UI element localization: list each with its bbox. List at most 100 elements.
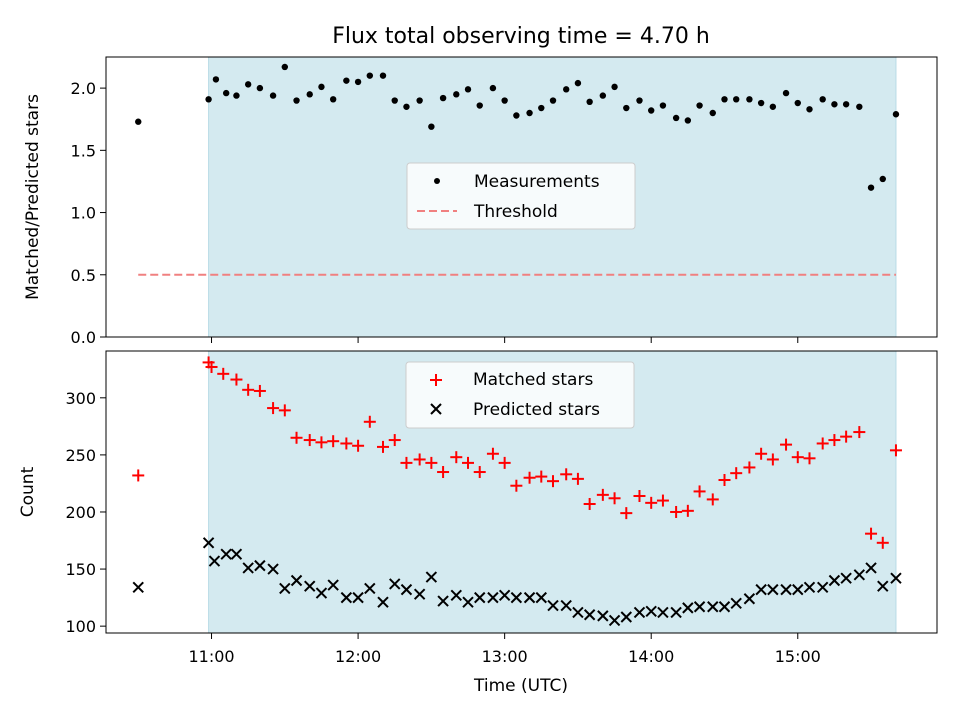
matched-star-point <box>413 453 426 466</box>
measurement-point <box>501 97 508 104</box>
matched-star-point <box>743 461 756 474</box>
legend-predicted-label: Predicted stars <box>473 400 600 420</box>
measurement-point <box>538 104 545 112</box>
count-legend-box <box>405 361 635 429</box>
predicted-star-point <box>890 572 902 584</box>
measurement-point <box>842 101 850 108</box>
y-tick-label: 2.0 <box>71 79 96 98</box>
predicted-star-point <box>425 571 438 583</box>
measurement-point <box>222 89 230 97</box>
matched-star-point <box>853 426 866 439</box>
predicted-star-point <box>865 562 877 574</box>
predicted-star-point <box>523 591 536 604</box>
matched-star-point <box>755 447 768 460</box>
matched-star-point <box>596 488 609 501</box>
predicted-star-point <box>780 583 792 596</box>
measurement-point <box>709 109 716 117</box>
measurement-point <box>636 97 643 104</box>
measurement-point <box>586 98 593 106</box>
predicted-star-point <box>510 591 523 604</box>
y-tick-label: 1.0 <box>71 204 96 223</box>
legend-measurements-label: Measurements <box>474 172 600 192</box>
measurement-point <box>696 102 703 109</box>
matched-star-point <box>608 492 621 505</box>
matched-star-point <box>620 507 633 520</box>
predicted-star-point <box>620 611 632 623</box>
matched-star-point <box>706 493 719 506</box>
predicted-star-point <box>682 602 694 614</box>
legend-predicted-marker <box>430 403 442 415</box>
predicted-star-point <box>633 606 646 619</box>
predicted-star-point <box>279 582 291 595</box>
measurement-point <box>672 114 680 122</box>
ratio-x-ticks <box>211 337 799 343</box>
measurement-point <box>354 78 362 86</box>
matched-star-point <box>693 485 706 498</box>
predicted-star-point <box>572 606 584 619</box>
measurement-point <box>281 63 289 71</box>
measurement-point <box>757 99 765 107</box>
predicted-star-point <box>840 572 852 584</box>
matched-star-point <box>840 430 853 443</box>
measurement-point <box>212 76 220 83</box>
measurement-point <box>439 94 447 102</box>
matched-star-point <box>560 468 573 481</box>
measurement-point <box>563 86 570 93</box>
measurement-point <box>428 123 435 130</box>
matched-star-point <box>352 439 365 452</box>
ratio-legend: Measurements Threshold <box>406 162 636 230</box>
measurement-point <box>794 99 801 107</box>
predicted-star-point <box>597 610 609 622</box>
measurement-point <box>513 112 520 119</box>
matched-star-point <box>730 467 743 480</box>
measurement-point <box>819 96 826 103</box>
predicted-star-point <box>693 601 706 613</box>
predicted-star-point <box>657 606 669 619</box>
predicted-star-point <box>816 581 829 594</box>
predicted-star-point <box>462 596 474 608</box>
measurement-point <box>806 106 813 113</box>
y-tick-label: 100 <box>65 617 96 636</box>
matched-star-point <box>388 434 401 447</box>
measurement-point <box>867 184 875 191</box>
measurement-point <box>391 97 398 104</box>
matched-star-point <box>865 527 878 540</box>
measurement-point <box>733 96 740 103</box>
matched-star-point <box>633 489 646 502</box>
predicted-star-point <box>413 588 426 600</box>
predicted-star-point <box>474 591 486 604</box>
predicted-star-point <box>242 562 254 574</box>
predicted-star-point <box>327 579 339 591</box>
matched-star-point <box>230 373 243 386</box>
measurement-point <box>879 175 886 183</box>
measurement-point <box>135 118 142 125</box>
measurement-point <box>599 92 607 99</box>
matched-star-point <box>791 451 804 464</box>
measurement-point <box>574 79 582 87</box>
predicted-star-point <box>707 601 719 613</box>
predicted-star-point <box>535 591 547 604</box>
matched-star-point <box>645 496 658 509</box>
y-tick-label: 300 <box>65 389 96 408</box>
count-panel: 100 150 200 250 300 11:00 12:00 13:00 14:00 15:0… <box>18 350 938 696</box>
predicted-star-point <box>352 591 364 604</box>
predicted-star-point <box>254 559 266 572</box>
ratio-panel: 0.00.51.01.52.0 Matched/Predicted stars … <box>23 56 938 347</box>
matched-star-point <box>889 444 902 457</box>
matched-star-point <box>816 437 829 450</box>
predicted-star-point <box>389 578 401 590</box>
count-axes-frame <box>105 350 938 634</box>
measurement-point <box>769 103 777 110</box>
matched-star-point <box>656 494 669 507</box>
predicted-star-point <box>315 587 328 599</box>
measurement-point <box>476 102 483 109</box>
predicted-star-point <box>718 601 731 613</box>
legend-matched-label: Matched stars <box>473 370 593 390</box>
predicted-star-point <box>340 591 353 604</box>
measurement-point <box>611 83 618 91</box>
predicted-star-point <box>767 583 779 596</box>
measurement-point <box>659 102 667 109</box>
matched-star-point <box>425 456 438 469</box>
measurement-point <box>343 77 350 84</box>
